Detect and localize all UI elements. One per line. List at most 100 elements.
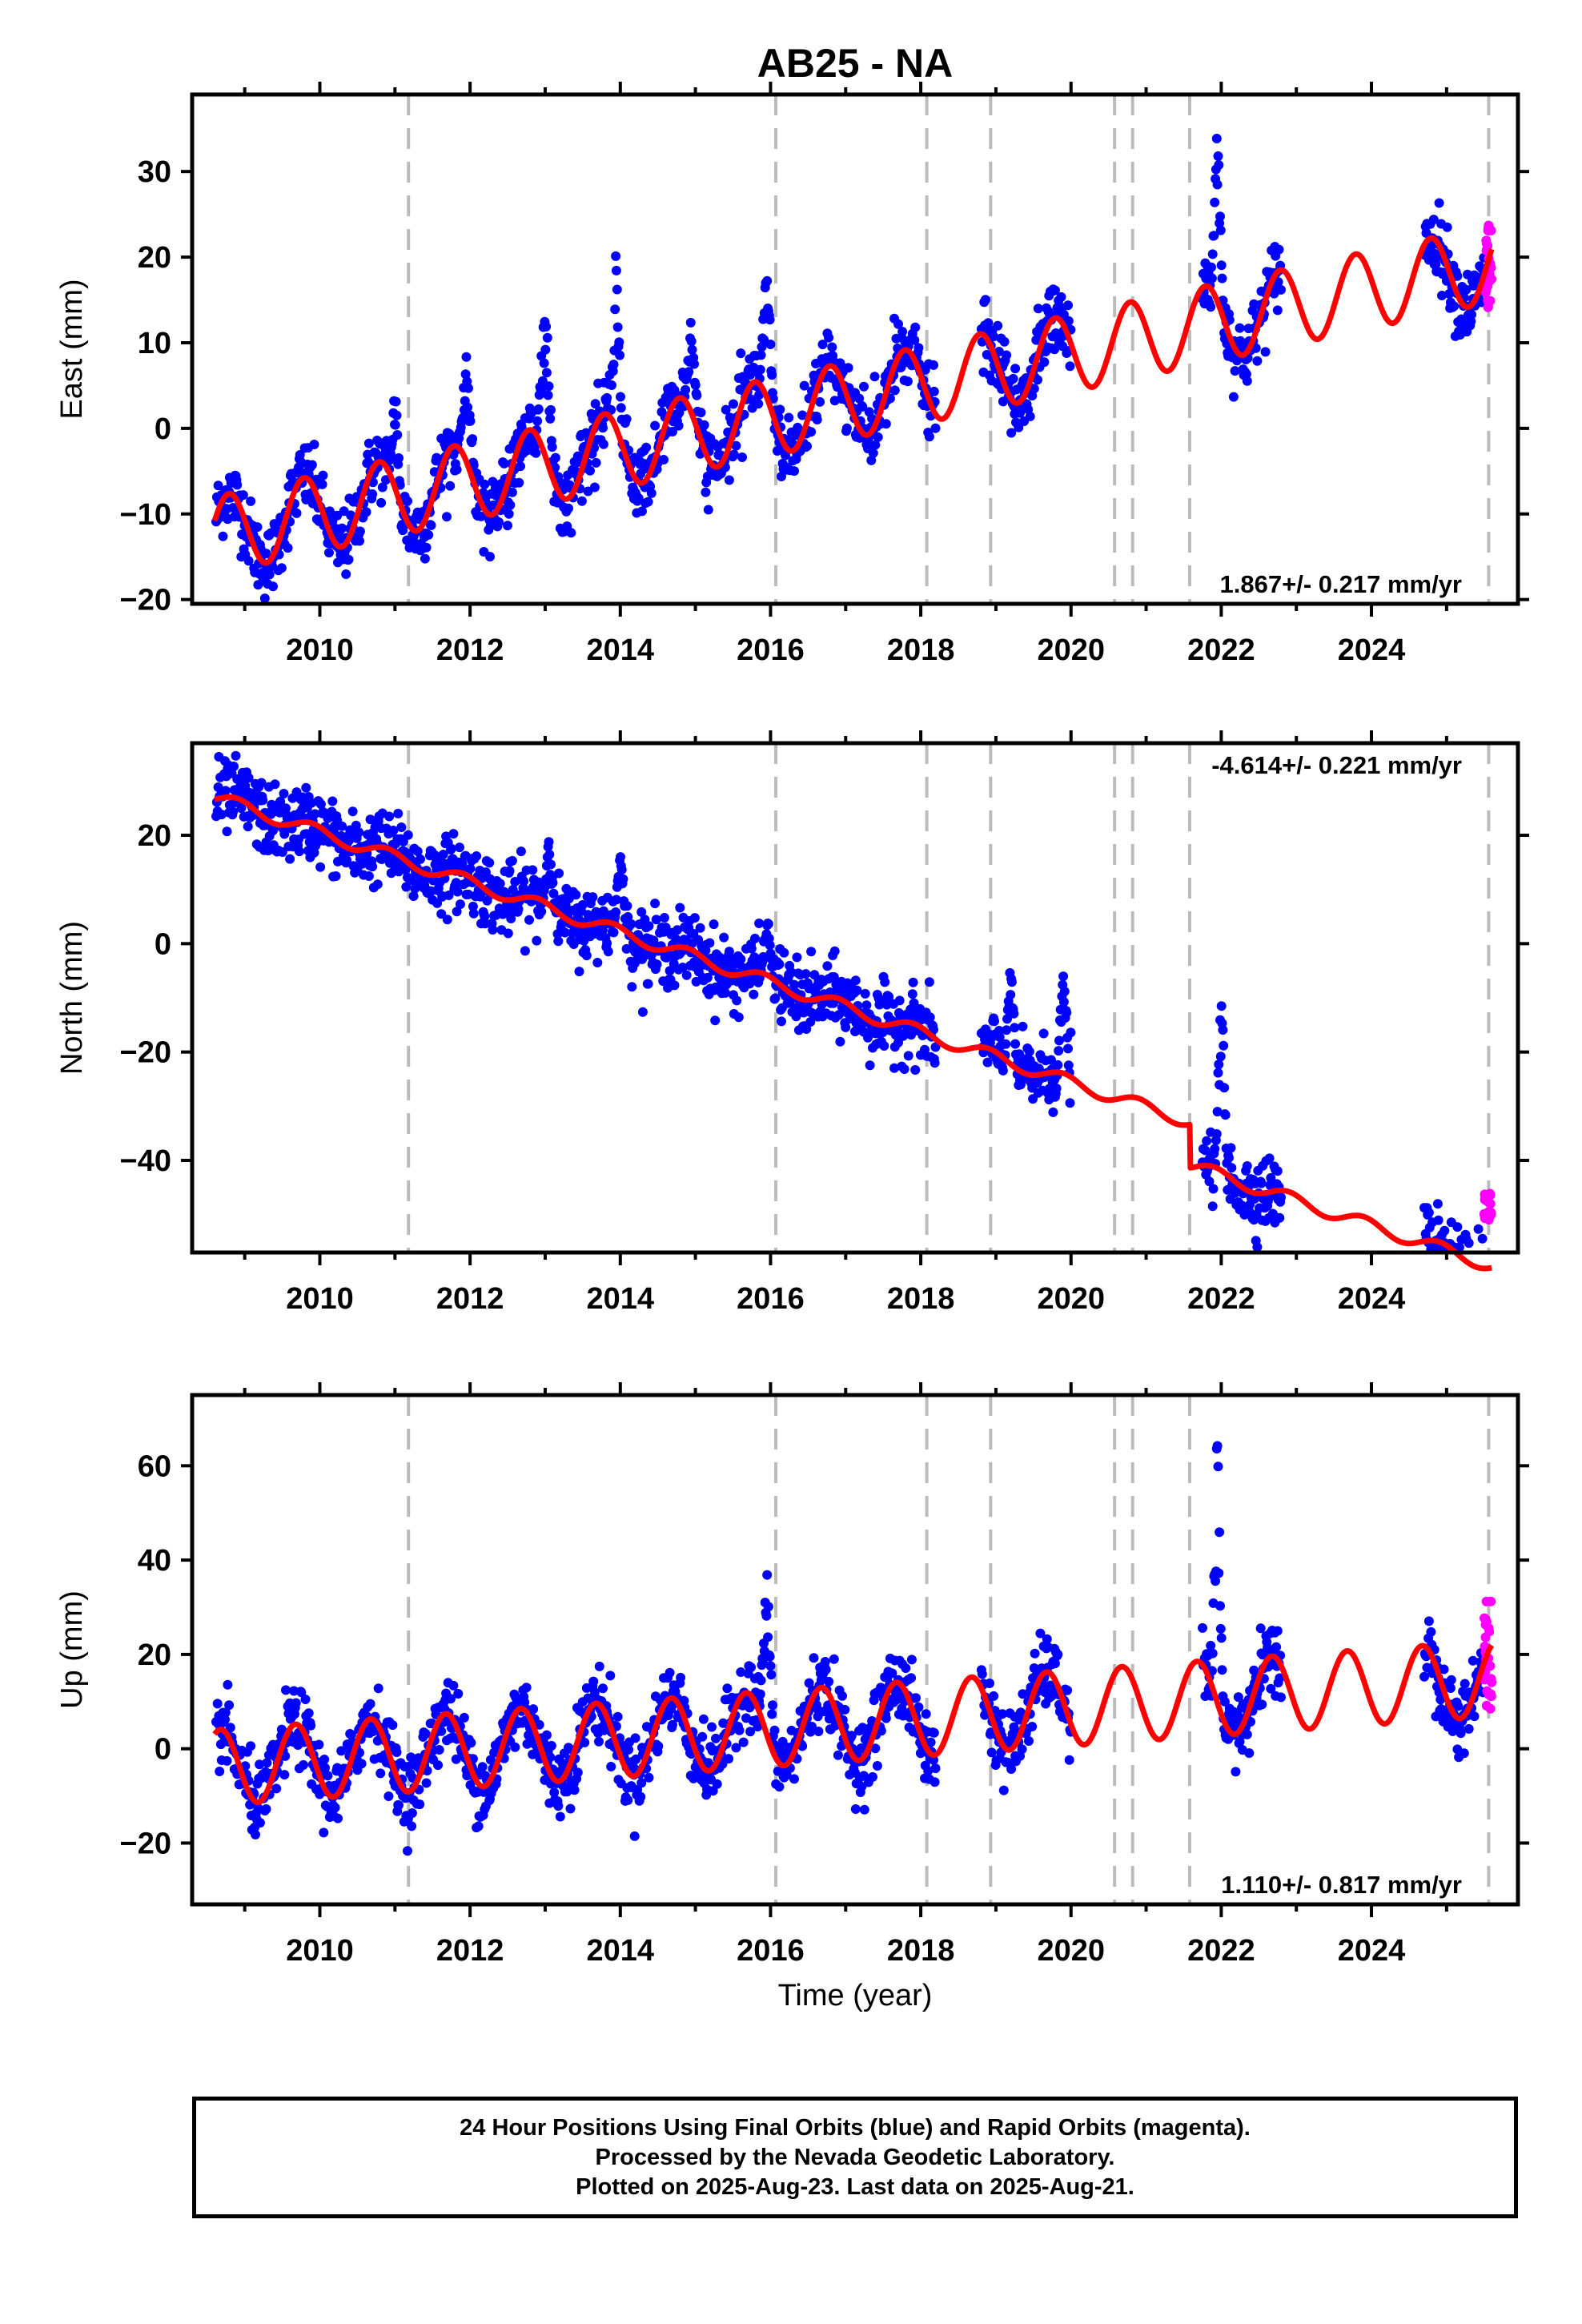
data-point	[675, 903, 685, 913]
data-point	[1274, 244, 1284, 255]
data-point	[216, 810, 227, 820]
data-point	[598, 925, 608, 935]
data-point	[824, 332, 834, 343]
data-point	[1025, 412, 1035, 421]
data-point	[520, 946, 530, 956]
data-point	[833, 1010, 844, 1020]
data-point	[1002, 1025, 1012, 1035]
data-point	[884, 991, 894, 1002]
data-point	[1215, 211, 1225, 222]
data-point	[696, 408, 706, 418]
data-point	[801, 1024, 812, 1034]
data-point	[827, 342, 837, 352]
data-point	[999, 336, 1010, 347]
data-point	[985, 1679, 994, 1688]
data-point	[1065, 1098, 1075, 1108]
data-point	[722, 1683, 733, 1694]
data-point	[243, 822, 253, 832]
y-tick-label: 30	[138, 155, 171, 189]
data-point	[850, 1804, 861, 1814]
data-point	[367, 489, 378, 499]
data-point	[1063, 1043, 1073, 1054]
data-point	[668, 427, 677, 436]
data-point	[536, 907, 547, 917]
data-point	[400, 865, 411, 875]
data-point	[524, 915, 534, 925]
data-point	[643, 497, 653, 507]
data-point	[761, 1610, 772, 1621]
x-tick-label: 2012	[436, 1934, 504, 1968]
data-point	[906, 1673, 917, 1683]
data-point	[291, 508, 302, 518]
data-point	[455, 842, 464, 853]
data-point	[614, 337, 624, 348]
data-point	[1423, 1208, 1434, 1218]
data-point	[1207, 249, 1218, 259]
data-point	[989, 332, 999, 342]
data-point	[228, 806, 239, 817]
x-tick-label: 2010	[286, 1282, 354, 1316]
data-point	[468, 434, 478, 444]
data-point	[544, 850, 555, 859]
data-point	[553, 936, 564, 947]
caption-line-3: Plotted on 2025-Aug-23. Last data on 202…	[576, 2173, 1134, 2200]
data-point	[615, 350, 625, 360]
data-point	[763, 1632, 773, 1642]
data-point	[1459, 1748, 1469, 1759]
data-point	[1006, 977, 1017, 987]
data-point	[346, 510, 356, 521]
data-point	[213, 782, 223, 792]
data-point	[736, 954, 746, 964]
data-point	[755, 364, 765, 375]
data-point	[1216, 1001, 1227, 1011]
y-axis-label: Up (mm)	[55, 1590, 89, 1709]
data-point	[303, 1708, 314, 1719]
data-point	[388, 826, 399, 835]
x-tick-label: 2014	[587, 633, 655, 667]
data-point	[555, 1811, 565, 1822]
data-point	[809, 1653, 819, 1663]
data-point	[1063, 316, 1074, 326]
data-point	[391, 410, 402, 420]
data-point	[837, 1691, 847, 1701]
data-point	[641, 442, 652, 452]
data-point	[576, 496, 587, 506]
data-point	[897, 327, 908, 337]
data-point	[930, 1763, 941, 1774]
data-point	[611, 895, 621, 905]
data-point	[1209, 231, 1219, 241]
data-point	[757, 342, 767, 352]
data-point	[1009, 1008, 1019, 1019]
data-point	[815, 396, 825, 407]
data-point	[1264, 1153, 1275, 1164]
data-point	[797, 410, 808, 420]
data-point	[1211, 134, 1222, 143]
data-point	[412, 846, 423, 857]
data-point	[238, 490, 248, 501]
rapid-data-point	[1481, 239, 1492, 249]
data-point	[317, 479, 327, 489]
data-point	[585, 465, 595, 476]
data-point	[745, 979, 755, 989]
data-point	[699, 420, 709, 430]
data-point	[499, 458, 509, 468]
data-point	[1224, 1152, 1234, 1163]
data-point	[495, 879, 505, 889]
data-point	[677, 963, 688, 972]
data-point	[564, 503, 573, 513]
rapid-orbit-points	[1479, 1188, 1496, 1225]
data-point	[519, 876, 529, 887]
data-point	[606, 1762, 616, 1771]
data-point	[789, 466, 799, 476]
data-point	[636, 1791, 646, 1802]
data-point	[1456, 1728, 1466, 1739]
data-point	[929, 1727, 939, 1738]
data-point	[1464, 1723, 1474, 1734]
data-point	[981, 295, 990, 305]
data-point	[319, 1827, 329, 1838]
data-point	[1202, 1136, 1212, 1146]
data-point	[540, 344, 551, 355]
data-point	[1219, 1040, 1229, 1051]
data-point	[513, 904, 524, 915]
data-point	[1213, 1462, 1223, 1472]
